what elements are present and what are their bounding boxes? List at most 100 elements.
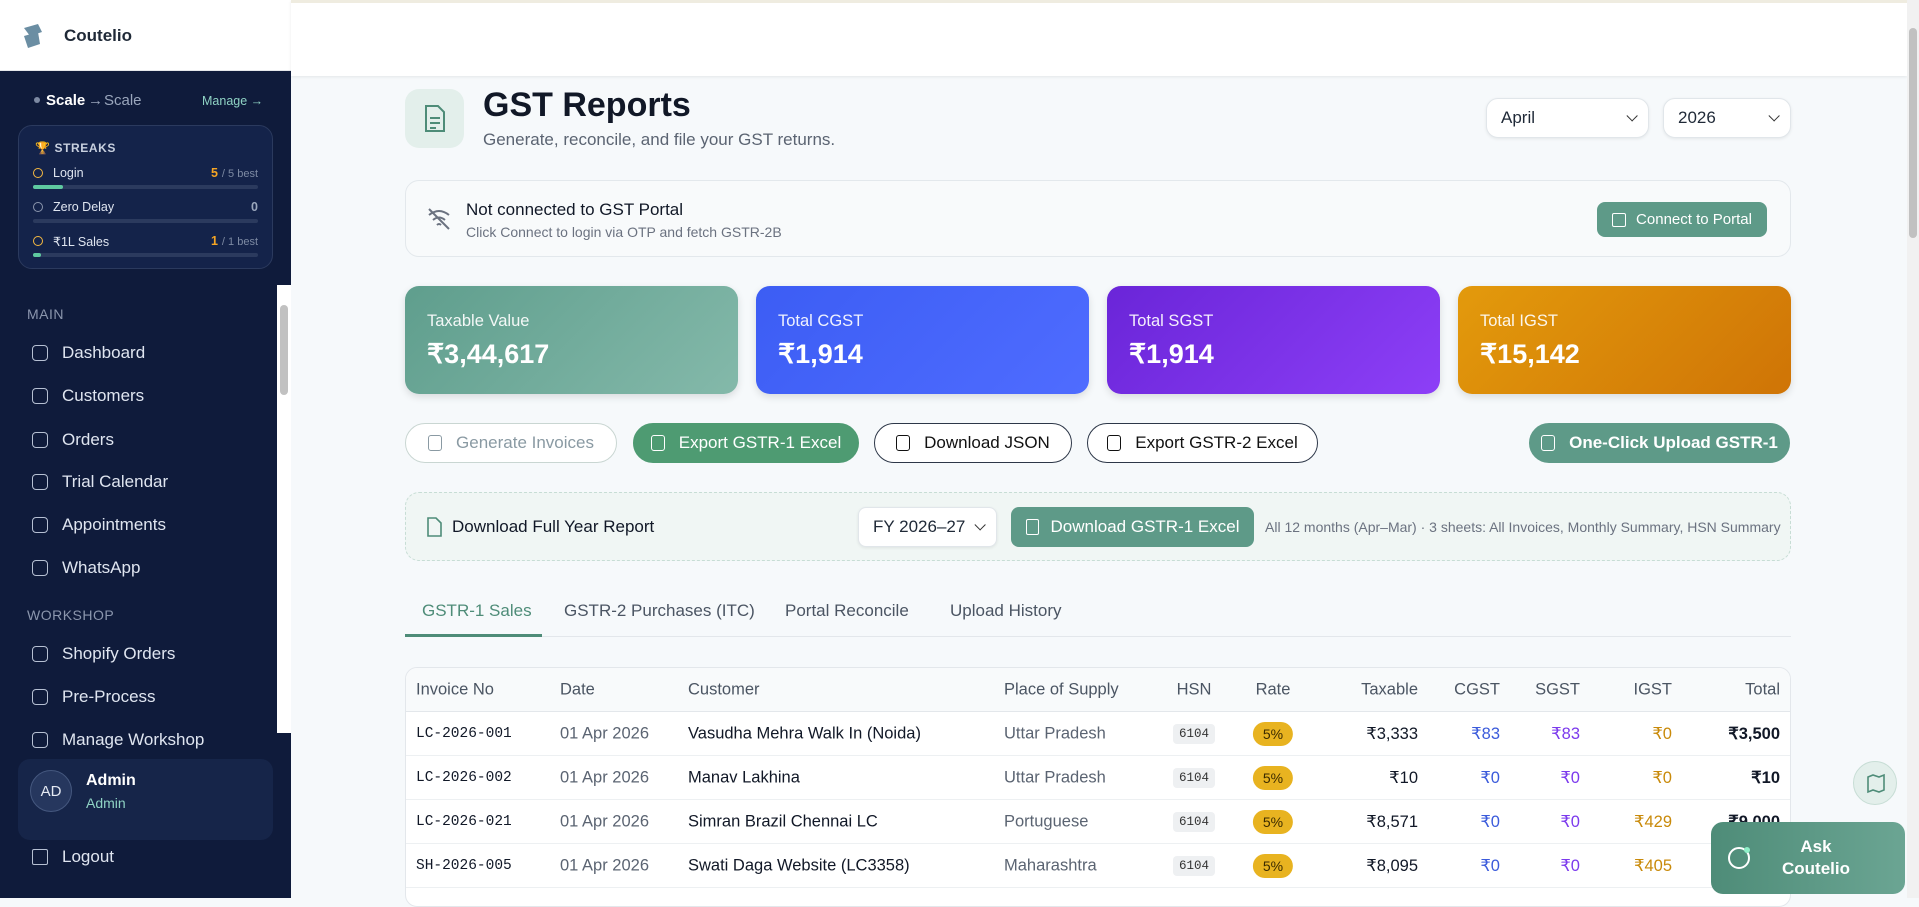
streaks-title-text: STREAKS <box>54 141 117 155</box>
nav-icon[interactable] <box>32 432 48 448</box>
nav-label[interactable]: Shopify Orders <box>62 644 176 663</box>
column-header[interactable]: Place of Supply <box>1004 680 1119 698</box>
column-header[interactable]: IGST <box>1633 680 1672 698</box>
nav-item[interactable]: Appointments <box>32 515 166 535</box>
download-year-button[interactable]: Download GSTR-1 Excel <box>1011 507 1254 547</box>
nav-label[interactable]: Appointments <box>62 515 166 534</box>
tab[interactable]: Upload History <box>950 601 1062 620</box>
month-value[interactable]: April <box>1501 108 1536 127</box>
table-cell: LC-2026-021 <box>416 813 512 830</box>
nav-icon[interactable] <box>32 646 48 662</box>
nav-section-title: WORKSHOP <box>27 607 115 623</box>
nav-label[interactable]: Orders <box>62 430 114 449</box>
action-label[interactable]: One-Click Upload GSTR-1 <box>1569 433 1778 452</box>
nav-item[interactable]: Manage Workshop <box>32 730 204 750</box>
assistant-button[interactable]: Ask Coutelio <box>1711 822 1905 894</box>
action-icon[interactable] <box>1541 435 1556 451</box>
doc-icon <box>425 105 445 132</box>
nav-icon[interactable] <box>32 732 48 748</box>
map-button[interactable] <box>1853 761 1897 805</box>
nav-icon[interactable] <box>32 560 48 576</box>
action-button[interactable]: Generate Invoices <box>405 423 617 463</box>
action-button[interactable]: Export GSTR-2 Excel <box>1087 423 1318 463</box>
nav-icon[interactable] <box>32 388 48 404</box>
manage-link[interactable]: Manage → <box>202 94 264 108</box>
action-button[interactable]: One-Click Upload GSTR-1 <box>1529 423 1790 463</box>
action-icon[interactable] <box>428 435 443 451</box>
nav-icon[interactable] <box>32 345 48 361</box>
column-header[interactable]: Taxable <box>1361 680 1418 698</box>
streak-progress <box>33 253 41 257</box>
nav-item[interactable]: Trial Calendar <box>32 472 168 492</box>
nav-item[interactable]: Pre-Process <box>32 687 156 707</box>
column-header[interactable]: Date <box>560 680 595 698</box>
connect-text[interactable]: Connect to Portal <box>1636 211 1752 228</box>
nav-label[interactable]: Manage Workshop <box>62 730 205 749</box>
nav-icon[interactable] <box>32 474 48 490</box>
map-icon[interactable] <box>1854 762 1898 806</box>
tab[interactable]: Portal Reconcile <box>785 601 909 620</box>
tab[interactable]: GSTR-1 Sales <box>422 601 532 620</box>
action-icon[interactable] <box>650 435 665 451</box>
summary-card: Total CGST ₹1,914 <box>756 286 1089 394</box>
nav-label[interactable]: Dashboard <box>62 343 146 362</box>
nav-item[interactable]: Dashboard <box>32 343 145 363</box>
download-year-text[interactable]: Download GSTR-1 Excel <box>1050 517 1240 536</box>
banner-title: Not connected to GST Portal <box>466 200 684 219</box>
nav-item[interactable]: Orders <box>32 430 114 450</box>
logout[interactable]: Logout <box>32 847 114 867</box>
connect-button[interactable]: Connect to Portal <box>1597 202 1767 237</box>
summary-card: Total IGST ₹15,142 <box>1458 286 1791 394</box>
nav-label[interactable]: WhatsApp <box>62 558 141 577</box>
card-value: ₹1,914 <box>778 339 863 369</box>
scroll-thumb <box>280 305 288 395</box>
streak-icon <box>33 168 43 178</box>
nav-icon[interactable] <box>32 689 48 705</box>
logout-text[interactable]: Logout <box>62 847 114 866</box>
table-cell: Portuguese <box>1004 812 1089 830</box>
file-icon <box>427 517 442 537</box>
nav-section-title: MAIN <box>27 306 64 322</box>
table-cell: ₹3,500 <box>1728 724 1780 743</box>
action-label[interactable]: Export GSTR-1 Excel <box>678 433 842 452</box>
table-cell: ₹83 <box>1551 724 1580 743</box>
nav-item[interactable]: Shopify Orders <box>32 644 175 664</box>
table-cell: ₹0 <box>1560 856 1580 875</box>
nav-label[interactable]: Trial Calendar <box>62 472 169 491</box>
month-select[interactable]: April <box>1486 98 1649 138</box>
nav-item[interactable]: Customers <box>32 386 144 406</box>
year-select[interactable]: 2026 <box>1663 98 1791 138</box>
fy-select[interactable]: FY 2026–27 <box>858 507 997 547</box>
rate-badge: 5% <box>1252 765 1294 790</box>
nav-item[interactable]: WhatsApp <box>32 558 140 578</box>
assistant-text[interactable]: Ask Coutelio <box>1782 837 1850 878</box>
column-header[interactable]: Customer <box>688 680 760 698</box>
action-label[interactable]: Export GSTR-2 Excel <box>1135 433 1298 452</box>
column-header[interactable]: SGST <box>1535 680 1580 698</box>
column-header[interactable]: CGST <box>1454 680 1500 698</box>
action-icon[interactable] <box>1107 435 1122 451</box>
nav-icon[interactable] <box>32 517 48 533</box>
action-label[interactable]: Generate Invoices <box>456 433 594 452</box>
nav-label[interactable]: Customers <box>62 386 145 405</box>
action-button[interactable]: Export GSTR-1 Excel <box>633 423 859 463</box>
summary-card: Taxable Value ₹3,44,617 <box>405 286 738 394</box>
fy-value[interactable]: FY 2026–27 <box>873 517 966 536</box>
action-icon[interactable] <box>896 435 911 451</box>
column-header[interactable]: Invoice No <box>416 680 494 698</box>
connect-icon[interactable] <box>1612 212 1627 227</box>
action-button[interactable]: Download JSON <box>874 423 1072 463</box>
column-header[interactable]: Rate <box>1255 680 1291 698</box>
action-label[interactable]: Download JSON <box>924 433 1050 452</box>
download-icon[interactable] <box>1025 519 1039 535</box>
table-row: LC-2026-002 01 Apr 2026 Manav Lakhina Uttar… <box>406 756 1790 800</box>
streak-count-wrap: 0 <box>251 200 258 214</box>
chat-icon[interactable] <box>1725 844 1753 872</box>
card-value: ₹1,914 <box>1129 339 1214 369</box>
tab[interactable]: GSTR-2 Purchases (ITC) <box>564 601 755 620</box>
nav-label[interactable]: Pre-Process <box>62 687 156 706</box>
table-cell: 01 Apr 2026 <box>560 768 649 786</box>
year-value[interactable]: 2026 <box>1678 108 1716 127</box>
column-header[interactable]: HSN <box>1176 680 1212 698</box>
column-header[interactable]: Total <box>1745 680 1780 698</box>
